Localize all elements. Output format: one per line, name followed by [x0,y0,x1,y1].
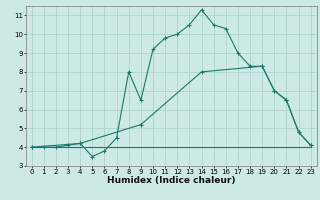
X-axis label: Humidex (Indice chaleur): Humidex (Indice chaleur) [107,176,236,185]
